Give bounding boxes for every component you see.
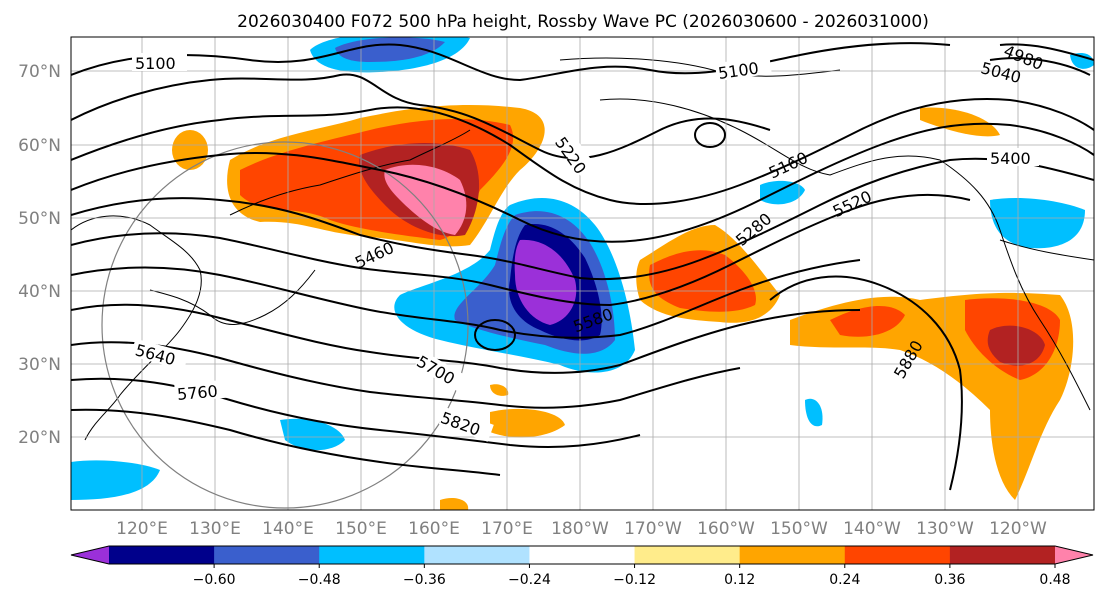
positive-anomaly-east-strong-1 xyxy=(830,305,905,337)
contour-5100 xyxy=(71,42,951,82)
coastline-border xyxy=(999,239,1094,261)
contour-5220 xyxy=(71,98,1094,205)
colorbar-tick-label: 0.48 xyxy=(1039,572,1070,588)
lon-label: 150°W xyxy=(770,519,828,539)
positive-anomaly-east-core xyxy=(987,325,1045,366)
lon-label: 140°E xyxy=(262,519,314,539)
negative-anomaly-gulf xyxy=(760,180,805,205)
colorbar-outline xyxy=(70,545,1094,565)
lat-label: 60°N xyxy=(18,136,61,156)
colorbar-segment xyxy=(109,546,215,564)
colorbar-tick-label: 0.36 xyxy=(934,572,965,588)
colorbar-ticks: −0.60 −0.48 −0.36 −0.24 −0.12 0.12 0.24 0.36 0.4… xyxy=(193,564,1071,588)
map-frame xyxy=(70,36,1095,511)
contour-5580 xyxy=(71,303,861,374)
map-title: 2026030400 F072 500 hPa height, Rossby W… xyxy=(237,12,929,32)
colorbar-segment xyxy=(739,546,846,564)
contour-5400 xyxy=(71,157,1094,281)
height-contours xyxy=(71,42,1094,491)
gridlines xyxy=(71,37,1094,510)
colorbar-tick-label: 0.12 xyxy=(724,572,755,588)
lon-label: 130°W xyxy=(916,519,974,539)
negative-anomaly-southwest xyxy=(71,460,160,500)
map-layers: 5100 5100 4980 5040 5220 5160 5400 5280 … xyxy=(71,37,1094,510)
contour-5460 xyxy=(71,193,971,307)
lat-label: 70°N xyxy=(18,62,61,82)
lon-label: 170°W xyxy=(624,519,682,539)
colorbar-segment xyxy=(529,546,636,564)
colorbar-tick-label: −0.60 xyxy=(193,572,236,588)
lat-label: 20°N xyxy=(18,428,61,448)
lat-label: 40°N xyxy=(18,282,61,302)
lon-label: 120°E xyxy=(116,519,168,539)
positive-anomaly-asia-peak xyxy=(384,164,467,235)
contour-5760 xyxy=(71,408,501,476)
colorbar-segment xyxy=(844,546,951,564)
contour-label: 5760 xyxy=(176,381,218,403)
contour-5520 xyxy=(71,259,861,339)
colorbar-segments xyxy=(70,545,1094,565)
contour-low-pacific xyxy=(474,319,516,351)
lon-label: 160°W xyxy=(697,519,755,539)
colorbar-tick-label: −0.48 xyxy=(298,572,341,588)
longitude-labels: 120°E 130°E 140°E 150°E 160°E 170°E 180°… xyxy=(116,519,1047,539)
latitude-labels: 70°N 60°N 50°N 40°N 30°N 20°N xyxy=(18,62,61,448)
colorbar-tick-label: −0.36 xyxy=(403,572,446,588)
colorbar-segment xyxy=(214,546,320,564)
contour-low-small xyxy=(694,122,726,148)
colorbar-tick-label: 0.24 xyxy=(829,572,860,588)
contour-label: 5400 xyxy=(990,149,1031,168)
lon-label: 150°E xyxy=(335,519,387,539)
anomaly-shading xyxy=(71,37,1094,510)
lon-label: 130°E xyxy=(189,519,241,539)
negative-anomaly-north-strong xyxy=(335,37,445,62)
negative-anomaly-northeast xyxy=(1070,53,1094,69)
lon-label: 140°W xyxy=(843,519,901,539)
contour-label: 5100 xyxy=(135,54,176,73)
reference-circle xyxy=(101,141,469,509)
lat-label: 50°N xyxy=(18,209,61,229)
positive-anomaly-tiny xyxy=(490,384,509,396)
positive-anomaly-small xyxy=(172,130,208,170)
negative-anomaly-pacific-core xyxy=(514,239,577,325)
colorbar-segment xyxy=(319,546,425,564)
lon-label: 160°E xyxy=(408,519,460,539)
colorbar-tick-label: −0.24 xyxy=(508,572,551,588)
colorbar-segment xyxy=(949,546,1056,564)
negative-anomaly-west-coast xyxy=(990,198,1085,249)
lon-label: 180°W xyxy=(551,519,609,539)
coastline-korea-japan xyxy=(149,269,316,325)
contour-5280 xyxy=(71,122,1094,243)
contour-5640 xyxy=(71,341,741,409)
positive-anomaly-south xyxy=(490,408,565,438)
lon-label: 170°E xyxy=(481,519,533,539)
lon-label: 120°W xyxy=(989,519,1047,539)
colorbar-segment xyxy=(634,546,741,564)
colorbar-segment xyxy=(424,546,530,564)
colorbar-extend-high xyxy=(1055,546,1093,564)
positive-anomaly-alaska xyxy=(920,107,1000,137)
contour-5880 xyxy=(769,275,963,491)
colorbar: −0.60 −0.48 −0.36 −0.24 −0.12 0.12 0.24 0.36 0.4… xyxy=(70,545,1094,588)
coastline-north-america xyxy=(599,98,1091,411)
contour-5040 xyxy=(989,57,1091,76)
negative-anomaly-small-east xyxy=(805,398,823,427)
lat-label: 30°N xyxy=(18,355,61,375)
colorbar-tick-label: −0.12 xyxy=(613,572,656,588)
negative-anomaly-south-1 xyxy=(280,418,345,451)
colorbar-extend-low xyxy=(71,546,109,564)
contour-4980 xyxy=(999,43,1094,61)
positive-anomaly-bottom xyxy=(440,498,469,510)
contour-5160 xyxy=(71,73,771,160)
coastline-siberia xyxy=(229,129,471,216)
